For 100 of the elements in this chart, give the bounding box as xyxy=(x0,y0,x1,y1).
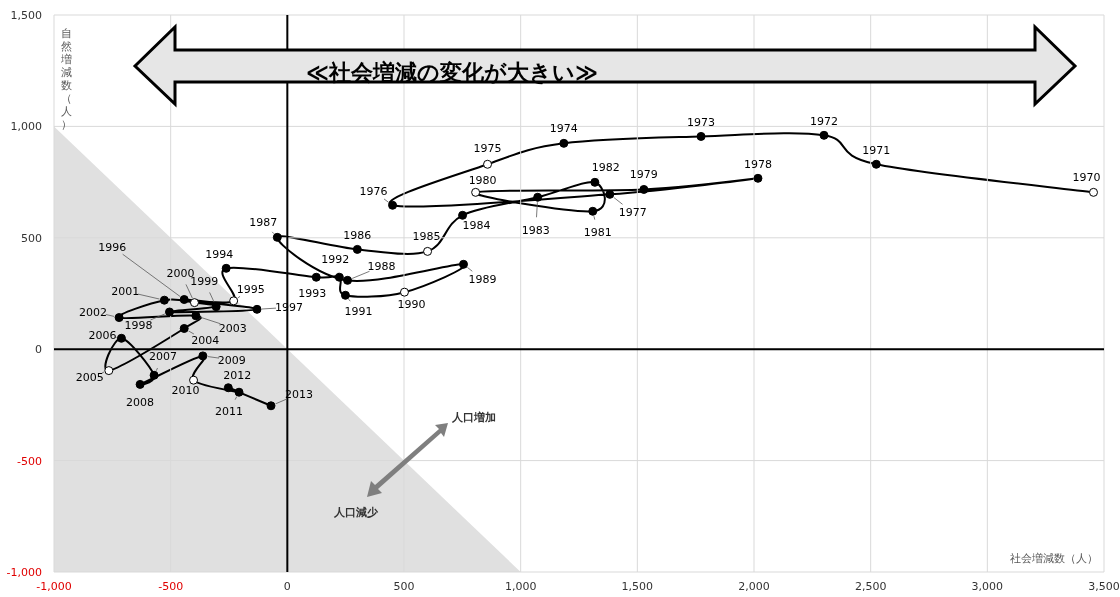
annotation: 1978 xyxy=(743,158,772,172)
annotation: 2010 xyxy=(171,384,200,398)
annotation: 2005 xyxy=(75,370,104,384)
point xyxy=(399,287,409,297)
annotation: 2012 xyxy=(223,368,252,382)
annotation: 2004 xyxy=(191,334,220,348)
annotation: 1994 xyxy=(205,248,234,262)
point xyxy=(588,206,598,216)
point xyxy=(198,351,208,361)
point xyxy=(423,246,433,256)
point xyxy=(165,307,174,317)
point xyxy=(1089,187,1098,197)
y-tick-label: 1,000 xyxy=(10,120,42,134)
point xyxy=(605,189,615,199)
point xyxy=(179,295,189,305)
annotation: 1995 xyxy=(236,282,265,296)
annotation: 1987 xyxy=(249,216,278,230)
point xyxy=(223,383,233,393)
x-tick-label: 3,000 xyxy=(971,580,1004,593)
y-tick-label: -1,000 xyxy=(6,566,42,579)
y-axis-title: 自然増減数（人） xyxy=(59,27,72,131)
annotation: 1979 xyxy=(629,168,658,182)
annotation: 1980 xyxy=(468,174,497,188)
point xyxy=(340,290,350,300)
annotation: 1974 xyxy=(549,122,578,136)
annotation: 1973 xyxy=(687,116,716,130)
x-tick-label: 500 xyxy=(393,580,415,593)
x-tick-label: 1,000 xyxy=(504,580,537,593)
y-tick-label: 1,500 xyxy=(10,9,42,22)
annotation: 1985 xyxy=(412,230,441,244)
point xyxy=(116,333,126,343)
point xyxy=(272,232,282,242)
point xyxy=(104,366,114,376)
x-tick-label: 3,500 xyxy=(1088,580,1120,593)
point xyxy=(343,275,353,285)
point xyxy=(191,311,201,321)
point xyxy=(753,173,763,183)
point xyxy=(459,259,468,269)
point xyxy=(352,244,362,254)
point xyxy=(334,272,344,282)
annotation: 1982 xyxy=(591,161,620,175)
point xyxy=(252,304,262,314)
point xyxy=(159,295,169,305)
annotation: 1970 xyxy=(1072,171,1101,185)
point xyxy=(135,379,145,389)
point xyxy=(189,375,199,385)
point xyxy=(471,187,481,197)
annotation: 1984 xyxy=(462,219,491,233)
annotation: 人口減少 xyxy=(333,506,379,519)
annotation: 1993 xyxy=(298,287,327,301)
point xyxy=(696,131,706,141)
point xyxy=(221,263,231,273)
annotation: 2011 xyxy=(215,405,244,419)
annotation: 1975 xyxy=(473,142,502,156)
point xyxy=(179,323,189,333)
point xyxy=(819,130,829,140)
annotation: 2007 xyxy=(149,350,178,364)
point xyxy=(458,210,468,220)
annotation: 2003 xyxy=(218,321,247,335)
x-tick-label: 2,000 xyxy=(738,580,770,593)
annotation: 1983 xyxy=(521,224,550,238)
y-tick-label: -500 xyxy=(17,454,42,468)
annotation: 1998 xyxy=(124,318,153,332)
y-tick-label: 0 xyxy=(35,343,42,357)
annotation: 1986 xyxy=(343,229,372,243)
point xyxy=(149,370,159,380)
point xyxy=(559,138,569,148)
point xyxy=(114,313,124,323)
point xyxy=(311,272,321,282)
annotation: 1981 xyxy=(583,226,612,240)
point xyxy=(639,184,649,194)
point xyxy=(229,296,239,306)
x-tick-label: -500 xyxy=(158,580,184,593)
annotation: 1988 xyxy=(367,260,396,274)
x-axis-title: 社会増減数（人） xyxy=(1010,552,1098,565)
point xyxy=(189,298,199,308)
annotation: 2001 xyxy=(111,285,140,299)
annotation: 1992 xyxy=(321,253,350,267)
annotation: 1977 xyxy=(618,206,647,220)
point xyxy=(234,387,244,397)
annotation: 1990 xyxy=(397,298,426,312)
annotation: 1991 xyxy=(344,305,373,319)
annotation: 1989 xyxy=(468,273,497,287)
x-tick-label: 0 xyxy=(283,580,291,593)
point xyxy=(533,192,543,202)
point xyxy=(871,159,881,169)
point xyxy=(590,177,600,187)
point xyxy=(266,401,276,411)
x-tick-label: -1,000 xyxy=(36,580,72,593)
point xyxy=(483,159,493,169)
point xyxy=(388,200,398,210)
annotation: 1971 xyxy=(862,144,891,158)
x-tick-label: 2,500 xyxy=(854,580,887,593)
x-tick-label: 1,500 xyxy=(621,580,654,593)
annotation: 2008 xyxy=(126,396,155,410)
annotation: 1976 xyxy=(359,185,388,199)
y-tick-label: 500 xyxy=(21,231,42,245)
annotation: 2009 xyxy=(217,353,246,367)
annotation: 2006 xyxy=(88,329,117,343)
annotation: 1972 xyxy=(810,115,838,129)
